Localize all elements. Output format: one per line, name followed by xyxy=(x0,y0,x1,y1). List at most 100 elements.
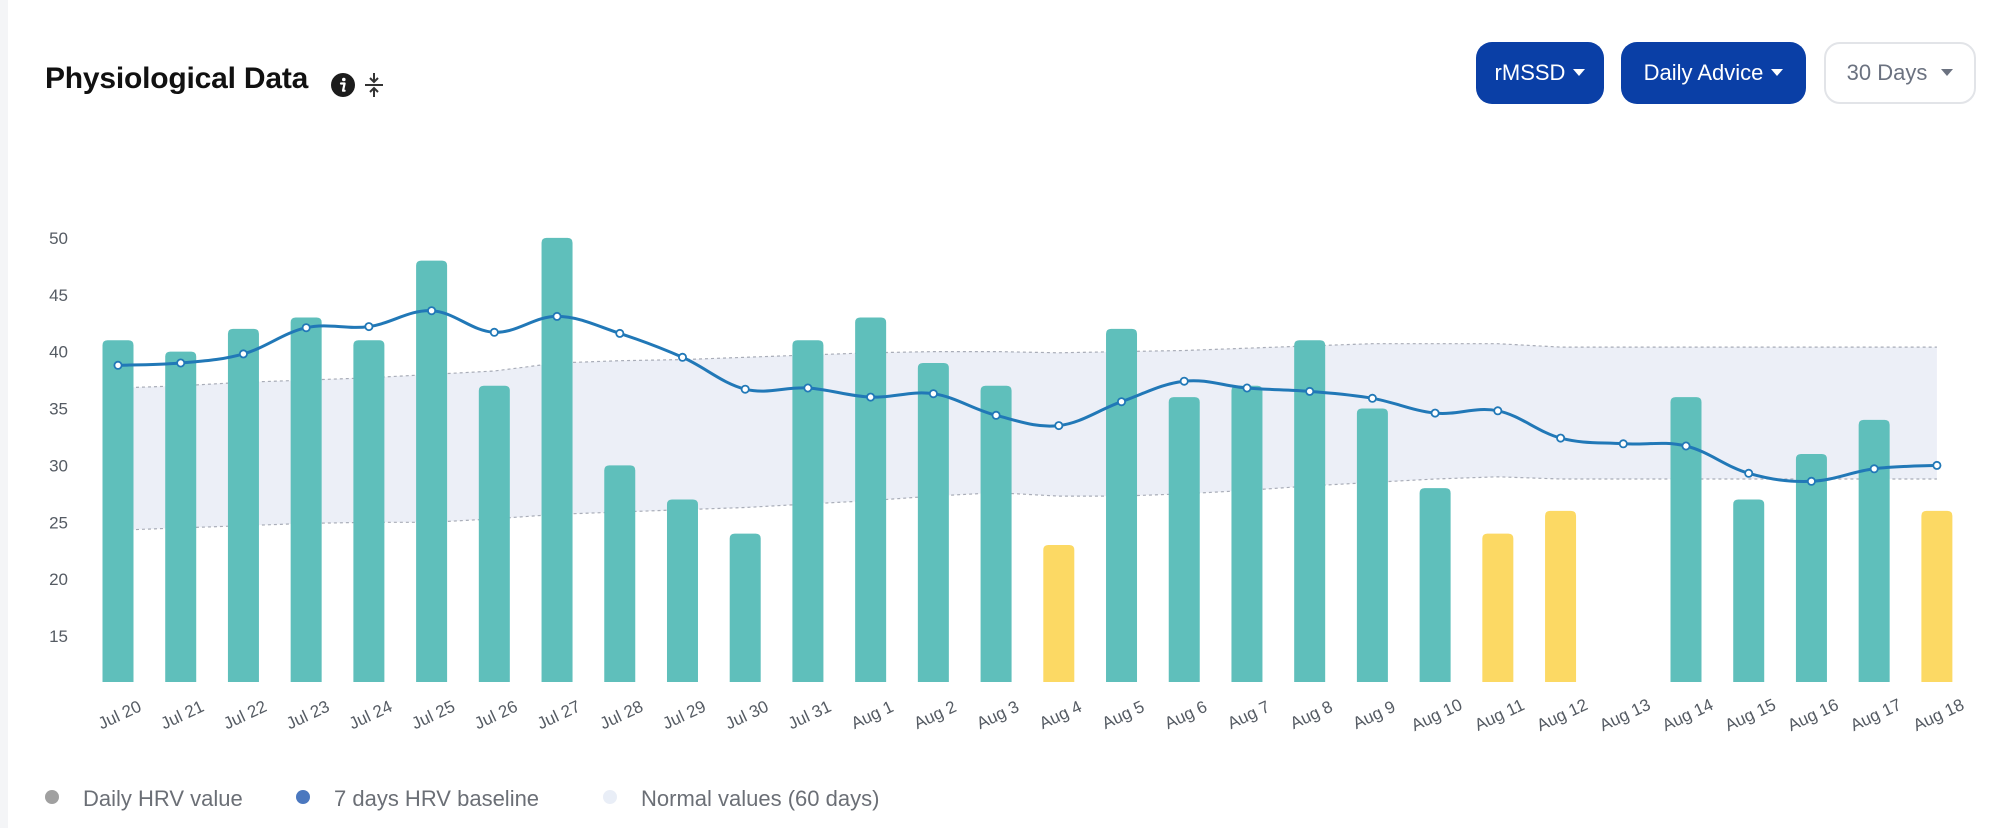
bar-jul-30 xyxy=(729,533,761,682)
baseline-line-group xyxy=(113,306,1942,486)
bar-jul-22 xyxy=(227,328,259,682)
y-tick-label: 20 xyxy=(49,570,68,589)
baseline-point xyxy=(803,383,813,393)
bar-aug-6 xyxy=(1168,397,1200,682)
y-axis-ticks: 15 20 25 30 35 40 45 50 xyxy=(49,229,68,646)
x-tick-label: Jul 26 xyxy=(471,697,520,733)
baseline-point xyxy=(1117,397,1127,407)
advice-dropdown-label: Daily Advice xyxy=(1643,60,1764,85)
chevron-down-icon xyxy=(1573,68,1586,76)
bar-aug-7 xyxy=(1231,385,1263,682)
bar-jul-26 xyxy=(478,385,510,682)
bar-aug-17 xyxy=(1858,419,1890,682)
baseline-point xyxy=(364,322,374,332)
bar-aug-11 xyxy=(1482,533,1514,682)
bar-aug-10 xyxy=(1419,488,1451,682)
x-tick-label: Aug 17 xyxy=(1847,695,1904,735)
legend-baseline-label[interactable]: 7 days HRV baseline xyxy=(334,786,540,811)
x-tick-label: Aug 18 xyxy=(1910,695,1967,735)
y-tick-label: 15 xyxy=(49,627,68,646)
chevron-down-icon xyxy=(1941,68,1954,76)
legend-normal-dot xyxy=(603,790,617,804)
baseline-point xyxy=(991,410,1001,420)
x-tick-label: Jul 30 xyxy=(722,697,771,733)
x-tick-label: Aug 13 xyxy=(1597,695,1654,735)
x-tick-label: Jul 21 xyxy=(158,697,207,733)
baseline-point xyxy=(740,384,750,394)
baseline-point xyxy=(1932,460,1942,470)
x-tick-label: Aug 4 xyxy=(1036,697,1084,733)
bar-jul-25 xyxy=(416,260,448,682)
x-tick-label: Jul 23 xyxy=(283,697,332,733)
y-tick-label: 50 xyxy=(49,229,68,248)
range-dropdown-button[interactable]: 30 Days xyxy=(1824,42,1976,104)
x-tick-label: Aug 10 xyxy=(1408,695,1465,735)
x-tick-label: Aug 16 xyxy=(1785,695,1842,735)
compress-vertical-icon[interactable] xyxy=(362,72,386,98)
info-icon[interactable] xyxy=(330,72,356,98)
x-tick-label: Jul 28 xyxy=(597,697,646,733)
baseline-point xyxy=(1430,408,1440,418)
chevron-down-icon xyxy=(1771,68,1784,76)
baseline-point xyxy=(1681,441,1691,451)
baseline-point xyxy=(238,349,248,359)
x-tick-label: Jul 29 xyxy=(660,697,709,733)
metric-dropdown-button[interactable]: rMSSD xyxy=(1476,42,1604,104)
x-tick-label: Jul 22 xyxy=(220,697,269,733)
baseline-point xyxy=(1367,393,1377,403)
bar-aug-2 xyxy=(917,363,949,682)
bar-jul-31 xyxy=(792,340,824,682)
baseline-point xyxy=(489,327,499,337)
legend-normal-label[interactable]: Normal values (60 days) xyxy=(641,786,880,811)
baseline-point xyxy=(1305,386,1315,396)
legend-baseline-dot xyxy=(296,790,310,804)
x-tick-label: Jul 20 xyxy=(95,697,144,733)
x-tick-label: Jul 25 xyxy=(409,697,458,733)
x-tick-label: Aug 3 xyxy=(974,697,1022,733)
bar-jul-24 xyxy=(353,340,385,682)
metric-dropdown-label: rMSSD xyxy=(1494,60,1566,85)
x-tick-label: Aug 14 xyxy=(1659,695,1716,735)
baseline-point xyxy=(1556,433,1566,443)
baseline-point xyxy=(176,358,186,368)
baseline-point xyxy=(1242,383,1252,393)
bar-aug-14 xyxy=(1670,397,1702,682)
x-tick-label: Aug 15 xyxy=(1722,695,1779,735)
bar-aug-12 xyxy=(1545,510,1577,682)
x-tick-label: Aug 5 xyxy=(1099,697,1147,733)
x-tick-label: Aug 9 xyxy=(1350,697,1398,733)
legend-daily-label[interactable]: Daily HRV value xyxy=(83,786,243,811)
bar-jul-21 xyxy=(165,351,197,682)
baseline-point xyxy=(678,352,688,362)
baseline-point xyxy=(615,328,625,338)
x-tick-label: Jul 31 xyxy=(785,697,834,733)
bar-aug-9 xyxy=(1356,408,1388,682)
baseline-point xyxy=(1618,439,1628,449)
bar-aug-4 xyxy=(1043,545,1075,682)
bar-aug-15 xyxy=(1733,499,1765,682)
y-tick-label: 45 xyxy=(49,286,68,305)
baseline-point xyxy=(552,311,562,321)
x-tick-label: Aug 8 xyxy=(1287,697,1335,733)
baseline-point xyxy=(1744,468,1754,478)
bar-aug-16 xyxy=(1795,454,1827,682)
x-tick-label: Jul 24 xyxy=(346,697,395,733)
bars-group xyxy=(102,237,1953,682)
baseline-point xyxy=(928,389,938,399)
y-tick-label: 35 xyxy=(49,400,68,419)
x-tick-label: Aug 11 xyxy=(1472,695,1528,734)
bar-jul-20 xyxy=(102,340,134,682)
x-tick-label: Aug 7 xyxy=(1225,697,1273,733)
baseline-point xyxy=(1179,376,1189,386)
x-tick-label: Aug 1 xyxy=(848,697,896,733)
y-tick-label: 40 xyxy=(49,343,68,362)
bar-aug-3 xyxy=(980,385,1012,682)
baseline-point xyxy=(113,360,123,370)
bar-jul-28 xyxy=(604,465,636,682)
bar-jul-23 xyxy=(290,317,322,682)
y-tick-label: 25 xyxy=(49,513,68,532)
advice-dropdown-button[interactable]: Daily Advice xyxy=(1621,42,1806,104)
x-tick-label: Aug 6 xyxy=(1162,697,1210,733)
bar-aug-1 xyxy=(855,317,887,682)
